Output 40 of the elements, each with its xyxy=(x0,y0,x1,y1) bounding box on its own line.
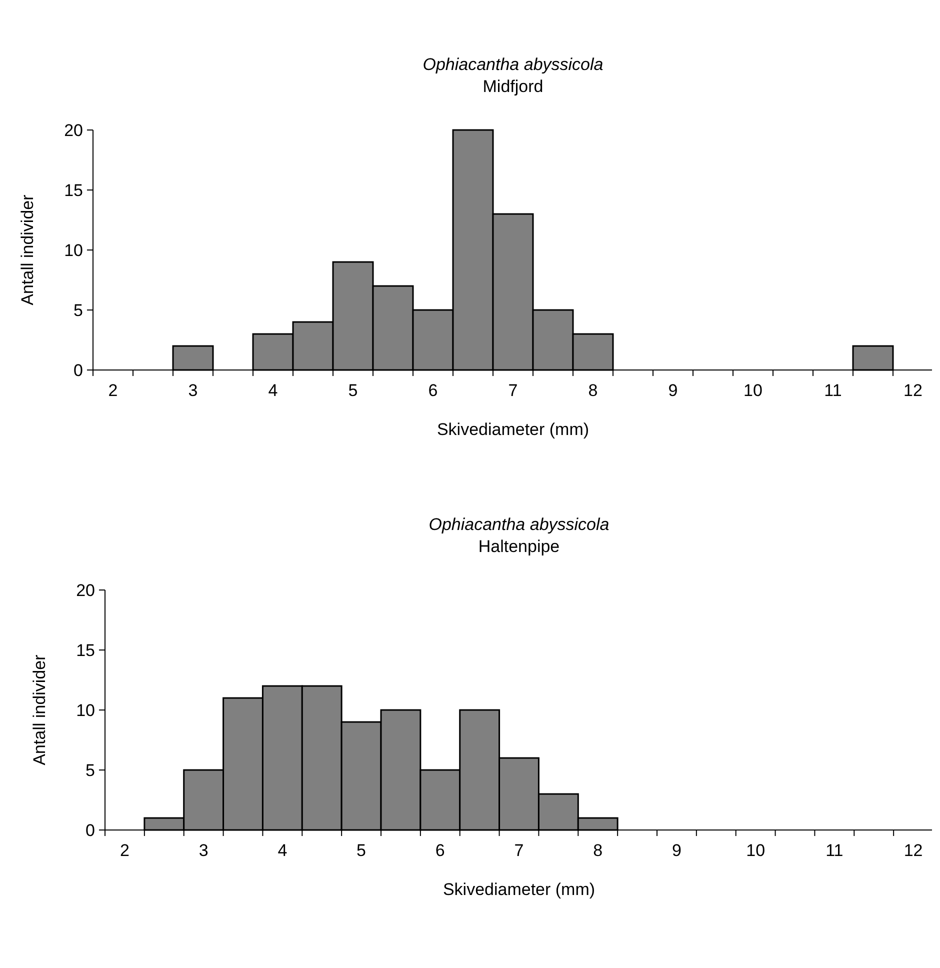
chart-title: Ophiacantha abyssicola xyxy=(422,55,604,74)
x-tick-label: 5 xyxy=(356,841,366,860)
x-tick-label: 4 xyxy=(278,841,288,860)
x-tick-label: 3 xyxy=(198,841,208,860)
x-tick-label: 12 xyxy=(904,381,922,400)
x-tick-label: 7 xyxy=(514,841,524,860)
x-tick-label: 6 xyxy=(435,841,445,860)
y-axis-title: Antall individer xyxy=(18,194,37,306)
y-tick-label: 0 xyxy=(86,820,95,840)
y-tick-label: 10 xyxy=(64,240,83,260)
y-tick-label: 15 xyxy=(76,640,95,660)
x-tick-label: 5 xyxy=(348,381,358,400)
x-tick-label: 9 xyxy=(668,381,678,400)
y-tick-label: 20 xyxy=(76,580,95,600)
x-tick-label: 9 xyxy=(672,841,682,860)
x-axis-title: Skivediameter (mm) xyxy=(436,420,590,439)
x-tick-label: 6 xyxy=(428,381,438,400)
x-tick-label: 11 xyxy=(824,381,842,400)
x-axis-title: Skivediameter (mm) xyxy=(442,880,596,899)
y-tick-label: 10 xyxy=(76,700,95,720)
x-tick-label: 10 xyxy=(744,381,762,400)
x-tick-label: 8 xyxy=(593,841,603,860)
y-tick-label: 5 xyxy=(86,760,95,780)
x-tick-label: 2 xyxy=(108,381,118,400)
x-tick-label: 12 xyxy=(904,841,923,860)
y-tick-label: 15 xyxy=(64,180,83,200)
x-tick-label: 10 xyxy=(746,841,766,860)
y-tick-label: 0 xyxy=(74,360,83,380)
chart-subtitle: Midfjord xyxy=(482,77,544,96)
x-tick-label: 7 xyxy=(508,381,518,400)
x-tick-label: 8 xyxy=(588,381,598,400)
chart-subtitle: Haltenpipe xyxy=(478,537,560,556)
x-tick-label: 11 xyxy=(826,841,844,860)
chart-title: Ophiacantha abyssicola xyxy=(428,515,610,534)
y-axis-title: Antall individer xyxy=(30,654,49,766)
x-tick-label: 2 xyxy=(120,841,130,860)
x-tick-label: 3 xyxy=(188,381,198,400)
y-tick-label: 5 xyxy=(74,300,83,320)
y-tick-label: 20 xyxy=(64,120,83,140)
x-tick-label: 4 xyxy=(268,381,278,400)
